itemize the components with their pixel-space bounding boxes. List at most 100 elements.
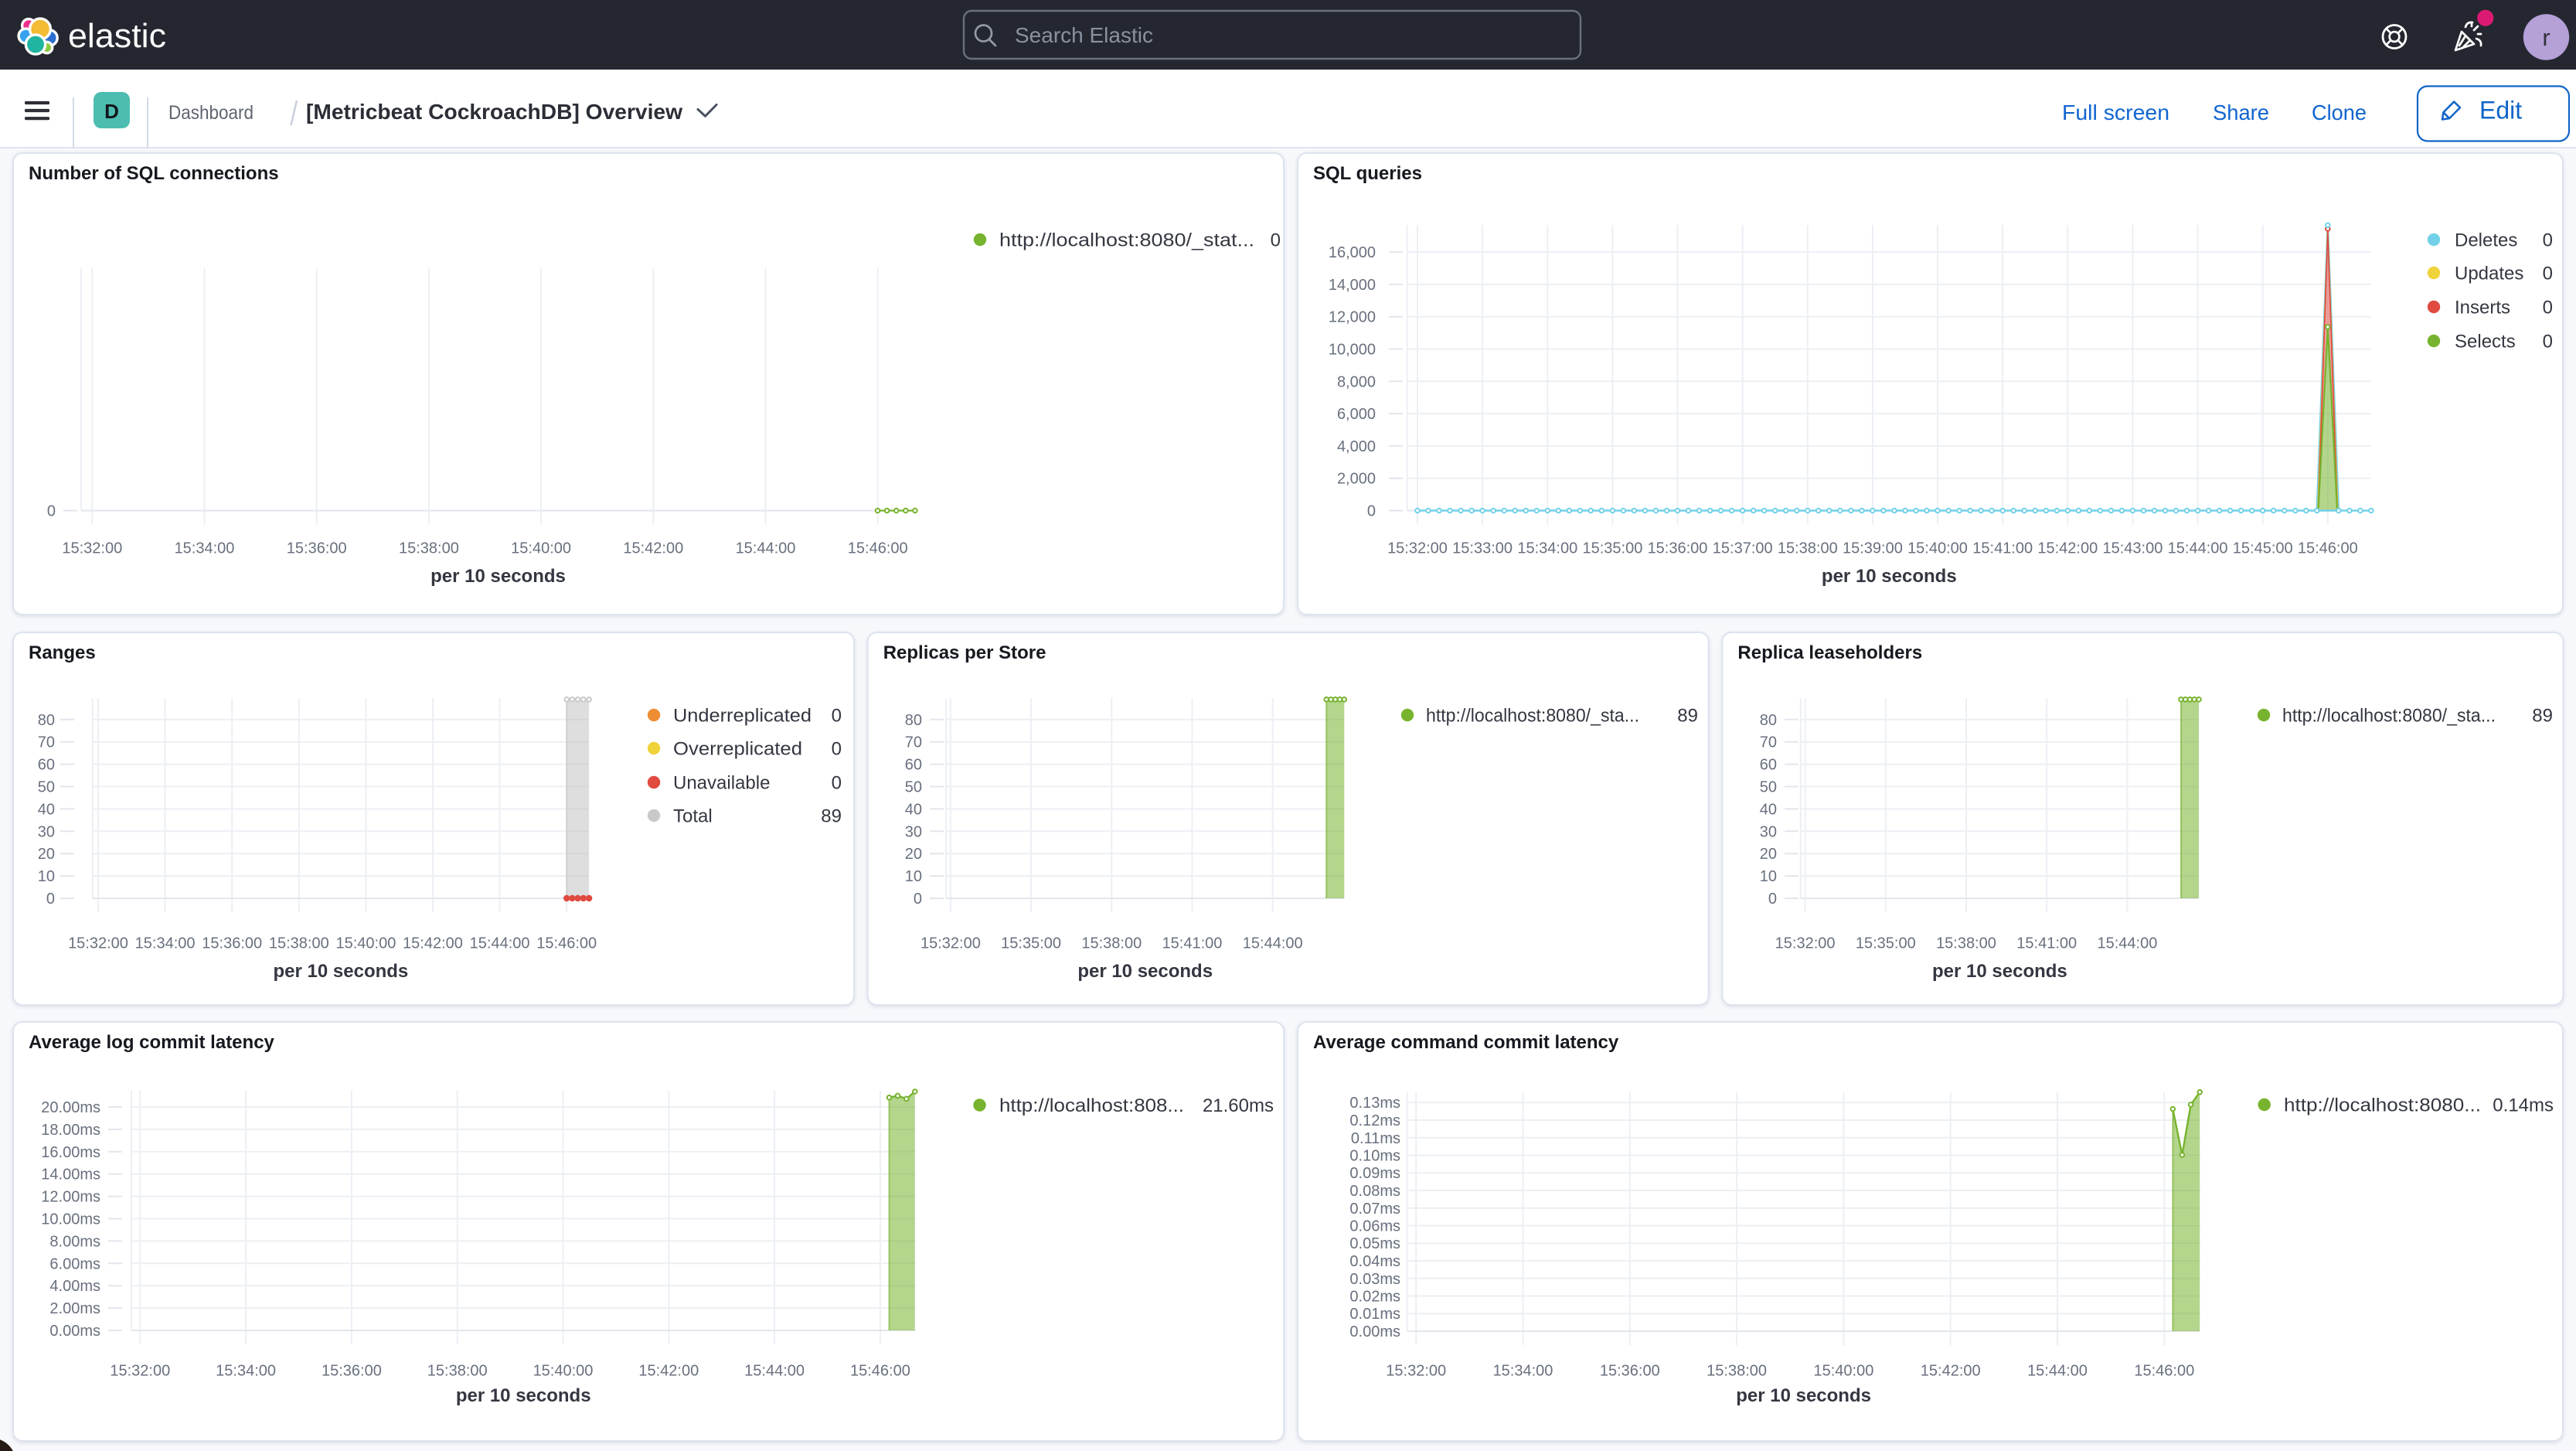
svg-text:Ranges: Ranges	[29, 642, 96, 663]
svg-text:15:38:00: 15:38:00	[1081, 935, 1142, 952]
svg-text:0.01ms: 0.01ms	[1349, 1306, 1400, 1323]
svg-text:per 10 seconds: per 10 seconds	[1077, 961, 1213, 982]
svg-text:70: 70	[905, 734, 922, 751]
svg-text:0: 0	[914, 891, 922, 908]
svg-text:80: 80	[905, 712, 922, 729]
svg-text:per 10 seconds: per 10 seconds	[430, 566, 566, 587]
svg-text:15:44:00: 15:44:00	[1243, 935, 1303, 952]
svg-text:15:32:00: 15:32:00	[110, 1363, 170, 1380]
svg-text:Underreplicated: Underreplicated	[673, 706, 812, 727]
svg-text:15:46:00: 15:46:00	[848, 540, 908, 557]
svg-text:Average command commit latency: Average command commit latency	[1313, 1032, 1619, 1053]
svg-text:15:34:00: 15:34:00	[175, 540, 235, 557]
svg-text:Replicas per Store: Replicas per Store	[883, 642, 1046, 663]
svg-text:15:34:00: 15:34:00	[216, 1363, 276, 1380]
svg-text:0: 0	[2543, 332, 2553, 353]
svg-text:20.00ms: 20.00ms	[41, 1099, 100, 1116]
svg-text:89: 89	[821, 806, 842, 827]
svg-text:per 10 seconds: per 10 seconds	[1932, 961, 2067, 982]
svg-text:15:39:00: 15:39:00	[1843, 540, 1903, 557]
svg-text:89: 89	[1677, 706, 1698, 727]
svg-text:Replica leaseholders: Replica leaseholders	[1737, 642, 1922, 663]
svg-text:15:37:00: 15:37:00	[1713, 540, 1773, 557]
svg-text:http://localhost:8080/_sta...: http://localhost:8080/_sta...	[1426, 706, 1639, 727]
svg-text:89: 89	[2532, 706, 2553, 727]
svg-text:http://localhost:808...: http://localhost:808...	[999, 1095, 1184, 1116]
svg-text:0.14ms: 0.14ms	[2493, 1095, 2554, 1116]
svg-text:21.60ms: 21.60ms	[1203, 1095, 1274, 1116]
svg-text:0.00ms: 0.00ms	[1349, 1323, 1400, 1340]
svg-text:SQL queries: SQL queries	[1313, 163, 1422, 184]
svg-text:per 10 seconds: per 10 seconds	[274, 961, 409, 982]
svg-text:15:42:00: 15:42:00	[623, 540, 683, 557]
svg-text:15:46:00: 15:46:00	[2298, 540, 2358, 557]
svg-text:10: 10	[38, 868, 55, 885]
svg-text:15:44:00: 15:44:00	[736, 540, 796, 557]
svg-text:15:36:00: 15:36:00	[1648, 540, 1708, 557]
svg-text:30: 30	[1760, 823, 1777, 840]
svg-text:http://localhost:8080/_sta...: http://localhost:8080/_sta...	[2282, 706, 2496, 727]
svg-text:15:42:00: 15:42:00	[1921, 1363, 1981, 1380]
svg-text:6.00ms: 6.00ms	[49, 1255, 100, 1272]
svg-text:15:41:00: 15:41:00	[2016, 935, 2077, 952]
svg-text:0.10ms: 0.10ms	[1349, 1148, 1400, 1165]
svg-text:0.03ms: 0.03ms	[1349, 1271, 1400, 1288]
svg-text:15:44:00: 15:44:00	[2027, 1363, 2088, 1380]
svg-text:15:33:00: 15:33:00	[1452, 540, 1513, 557]
svg-text:0: 0	[2543, 298, 2553, 318]
svg-text:50: 50	[1760, 779, 1777, 796]
svg-text:15:40:00: 15:40:00	[1813, 1363, 1873, 1380]
svg-text:80: 80	[1760, 712, 1777, 729]
svg-text:18.00ms: 18.00ms	[41, 1122, 100, 1139]
svg-text:0: 0	[46, 891, 55, 908]
svg-text:Selects: Selects	[2455, 332, 2516, 353]
svg-text:10: 10	[1760, 868, 1777, 885]
svg-text:15:32:00: 15:32:00	[68, 935, 128, 952]
svg-text:15:32:00: 15:32:00	[1775, 935, 1836, 952]
svg-text:Updates: Updates	[2455, 264, 2523, 284]
svg-text:0.11ms: 0.11ms	[1351, 1130, 1400, 1147]
svg-text:15:46:00: 15:46:00	[850, 1363, 910, 1380]
svg-text:per 10 seconds: per 10 seconds	[1822, 566, 1957, 587]
svg-text:50: 50	[905, 779, 922, 796]
svg-text:15:42:00: 15:42:00	[638, 1363, 699, 1380]
svg-text:15:40:00: 15:40:00	[511, 540, 571, 557]
svg-text:Number of SQL connections: Number of SQL connections	[29, 163, 279, 184]
svg-text:15:34:00: 15:34:00	[1493, 1363, 1553, 1380]
svg-text:15:40:00: 15:40:00	[1907, 540, 1968, 557]
svg-text:10,000: 10,000	[1329, 342, 1376, 359]
svg-text:15:42:00: 15:42:00	[2037, 540, 2098, 557]
svg-text:15:41:00: 15:41:00	[1972, 540, 2033, 557]
svg-text:per 10 seconds: per 10 seconds	[456, 1385, 591, 1406]
svg-text:Deletes: Deletes	[2455, 230, 2517, 251]
svg-text:50: 50	[38, 779, 55, 796]
svg-text:Clone: Clone	[2312, 100, 2367, 124]
svg-text:15:36:00: 15:36:00	[287, 540, 347, 557]
svg-text:0.08ms: 0.08ms	[1349, 1183, 1400, 1200]
svg-text:15:36:00: 15:36:00	[322, 1363, 382, 1380]
svg-text:0.05ms: 0.05ms	[1349, 1235, 1400, 1252]
svg-text:8,000: 8,000	[1337, 373, 1376, 390]
svg-text:15:36:00: 15:36:00	[202, 935, 262, 952]
svg-text:0.02ms: 0.02ms	[1349, 1289, 1400, 1306]
svg-text:15:44:00: 15:44:00	[2168, 540, 2228, 557]
svg-text:6,000: 6,000	[1337, 406, 1376, 423]
svg-text:Overreplicated: Overreplicated	[673, 739, 802, 760]
svg-text:15:32:00: 15:32:00	[62, 540, 122, 557]
svg-text:0: 0	[47, 503, 56, 520]
svg-text:0: 0	[832, 739, 842, 760]
svg-text:4.00ms: 4.00ms	[49, 1278, 100, 1295]
svg-text:2,000: 2,000	[1337, 471, 1376, 488]
svg-text:r: r	[2542, 24, 2550, 51]
svg-text:15:38:00: 15:38:00	[1707, 1363, 1767, 1380]
svg-text:15:32:00: 15:32:00	[920, 935, 981, 952]
svg-text:per 10 seconds: per 10 seconds	[1736, 1385, 1871, 1406]
svg-text:Edit: Edit	[2479, 97, 2522, 124]
svg-text:30: 30	[38, 823, 55, 840]
svg-text:12,000: 12,000	[1329, 309, 1376, 326]
svg-text:Search Elastic: Search Elastic	[1015, 23, 1153, 47]
svg-text:15:44:00: 15:44:00	[2097, 935, 2157, 952]
svg-text:60: 60	[905, 757, 922, 774]
svg-text:15:46:00: 15:46:00	[2134, 1363, 2194, 1380]
svg-text:0: 0	[2543, 264, 2553, 284]
